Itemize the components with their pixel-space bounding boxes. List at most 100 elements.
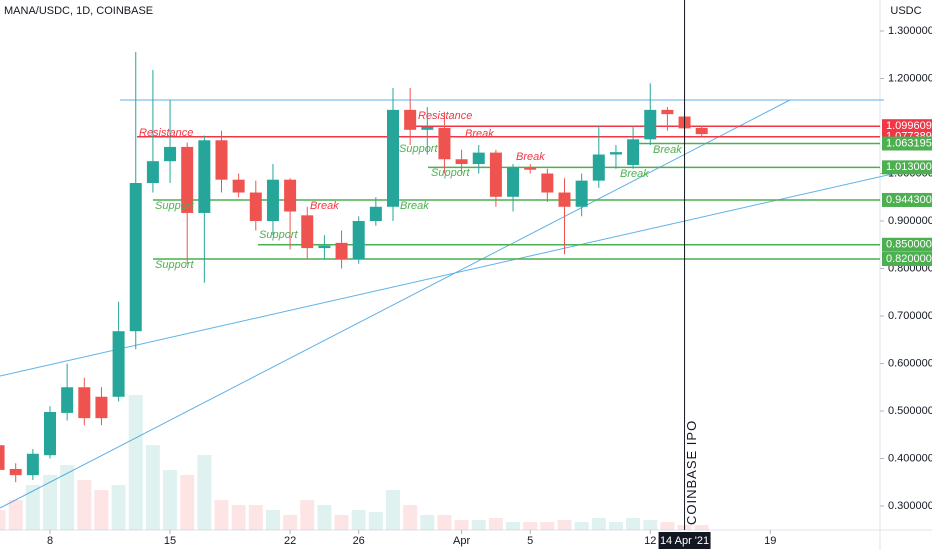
volume-bar	[574, 522, 589, 530]
x-tick-label: 12	[644, 535, 656, 547]
candle-body	[507, 167, 520, 197]
volume-bar	[265, 510, 280, 530]
candle-body	[249, 192, 262, 222]
candle-body	[26, 453, 39, 476]
x-tick-label: 26	[353, 535, 365, 547]
volume-bar	[334, 515, 349, 530]
x-tick-label: 19	[764, 535, 776, 547]
level-price-label: 1.013000	[886, 161, 932, 173]
event-note: COINBASE IPO	[684, 420, 699, 525]
volume-bar	[180, 475, 195, 530]
chart-title: MANA/USDC, 1D, COINBASE	[4, 5, 153, 17]
candle-body	[369, 206, 382, 222]
volume-bar	[368, 512, 383, 530]
candle-body	[181, 146, 194, 213]
volume-bar	[8, 500, 23, 530]
candle-body	[318, 245, 331, 249]
x-tick-label: 15	[164, 535, 176, 547]
annotation: Break	[310, 200, 339, 212]
volume-bar	[94, 490, 109, 530]
volume-bar	[694, 525, 709, 530]
volume-bar	[163, 470, 178, 530]
volume-bar	[454, 520, 469, 530]
volume-bar	[197, 455, 212, 530]
y-tick-label: 0.900000	[888, 215, 932, 227]
candle-body	[421, 126, 434, 130]
level-price-box	[882, 119, 932, 134]
candle-body	[284, 179, 297, 212]
volume-bar	[626, 518, 641, 530]
candle-body	[352, 221, 365, 260]
candle-body	[644, 109, 657, 140]
candle-body	[489, 152, 502, 197]
volume-bar	[351, 510, 366, 530]
y-tick-label: 0.700000	[888, 310, 932, 322]
level-price-label: 1.099609	[886, 120, 932, 132]
volume-bar	[77, 480, 92, 530]
annotation: Break	[400, 200, 429, 212]
candle-body	[112, 331, 125, 397]
candle-body	[592, 154, 605, 181]
annotation: Support	[431, 167, 470, 179]
event-date-label: 14 Apr '21	[660, 535, 709, 547]
volume-bar	[60, 465, 75, 530]
volume-bar	[420, 515, 435, 530]
volume-bar	[214, 500, 229, 530]
volume-bar	[591, 518, 606, 530]
volume-bar	[0, 510, 6, 530]
volume-bar	[488, 518, 503, 530]
level-price-label: 0.944300	[886, 194, 932, 206]
annotation: Support	[259, 229, 298, 241]
candle-body	[404, 109, 417, 130]
candle-body	[695, 127, 708, 135]
y-tick-label: 0.600000	[888, 357, 932, 369]
candle-body	[541, 173, 554, 193]
level-price-box	[882, 192, 932, 207]
annotation: Resistance	[139, 127, 193, 139]
volume-bar	[145, 445, 160, 530]
candle-body	[95, 396, 108, 419]
volume-bar	[248, 505, 263, 530]
volume-bar	[300, 500, 315, 530]
volume-bar	[43, 475, 57, 530]
volume-bar	[437, 515, 452, 530]
candle-body	[387, 109, 399, 207]
candle-body	[61, 387, 74, 413]
volume-bar	[128, 395, 143, 530]
volume-bar	[386, 490, 400, 530]
annotation: Break	[620, 168, 649, 180]
candle-body	[215, 140, 228, 180]
candle-body	[335, 242, 348, 260]
candle-body	[524, 167, 537, 170]
candle-body	[455, 159, 468, 165]
volume-bar	[471, 520, 486, 530]
candle-body	[558, 192, 571, 207]
candle-body	[44, 411, 56, 456]
annotation: Break	[465, 128, 494, 140]
event-date-box	[658, 532, 711, 549]
x-tick-label: 8	[47, 535, 53, 547]
x-tick-label: 22	[284, 535, 296, 547]
candle-body	[129, 183, 142, 332]
candle-body	[575, 180, 588, 207]
candle-body	[472, 152, 485, 165]
level-price-box	[882, 160, 932, 175]
y-tick-label: 0.300000	[888, 500, 932, 512]
candle-body	[78, 387, 91, 419]
level-price-box	[882, 136, 932, 151]
volume-bar	[25, 485, 40, 530]
volume-bar	[283, 515, 298, 530]
volume-bar	[111, 485, 126, 530]
candle-body	[609, 152, 622, 155]
x-tick-label: Apr	[453, 535, 470, 547]
y-tick-label: 1.200000	[888, 72, 932, 84]
volume-bar	[557, 520, 572, 530]
candle-body	[661, 109, 674, 115]
volume-bar	[523, 522, 538, 530]
candle-body	[438, 127, 451, 160]
candle-body	[232, 179, 245, 193]
annotation: Break	[653, 144, 682, 156]
